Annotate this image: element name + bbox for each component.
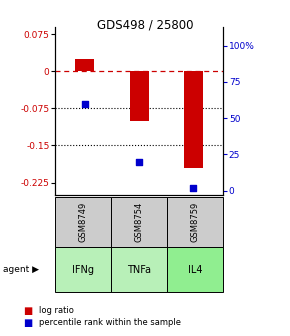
Text: agent ▶: agent ▶ — [3, 265, 39, 274]
Text: IL4: IL4 — [188, 265, 202, 275]
Text: GSM8754: GSM8754 — [135, 202, 144, 242]
Text: ■: ■ — [23, 318, 32, 328]
Point — [191, 185, 196, 190]
Point — [137, 159, 142, 164]
Text: GSM8759: GSM8759 — [191, 202, 200, 242]
Text: percentile rank within the sample: percentile rank within the sample — [39, 318, 181, 327]
Text: GDS498 / 25800: GDS498 / 25800 — [97, 18, 193, 32]
Bar — [184, 71, 203, 168]
Text: TNFa: TNFa — [127, 265, 151, 275]
Text: IFNg: IFNg — [72, 265, 94, 275]
Text: GSM8749: GSM8749 — [79, 202, 88, 242]
Bar — [130, 71, 149, 121]
Text: log ratio: log ratio — [39, 306, 74, 315]
Bar — [75, 59, 95, 71]
Text: ■: ■ — [23, 306, 32, 316]
Point — [83, 101, 87, 106]
